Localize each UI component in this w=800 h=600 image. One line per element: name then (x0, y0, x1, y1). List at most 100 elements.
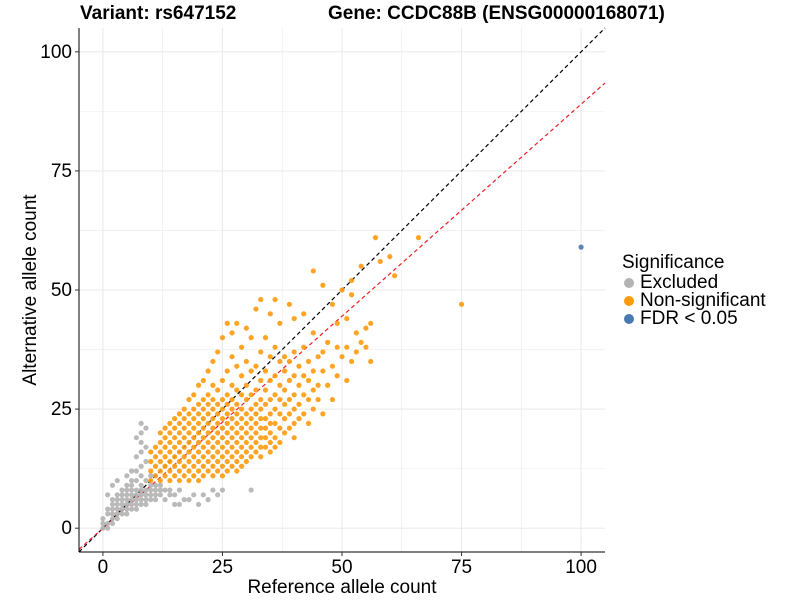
point-non-significant (262, 416, 269, 422)
point-non-significant (243, 396, 249, 403)
point-non-significant (339, 287, 345, 293)
y-axis-title: Alternative allele count (20, 194, 41, 386)
point-non-significant (277, 320, 283, 326)
point-excluded (143, 444, 149, 450)
point-non-significant (325, 382, 331, 388)
point-excluded (148, 497, 154, 503)
point-non-significant (258, 425, 264, 431)
point-non-significant (215, 439, 221, 446)
point-non-significant (310, 368, 316, 374)
point-non-significant (277, 382, 283, 388)
point-non-significant (148, 458, 154, 465)
point-non-significant (219, 406, 226, 412)
point-non-significant (282, 401, 288, 407)
point-non-significant (253, 439, 259, 446)
point-non-significant (191, 463, 197, 469)
legend-label-excluded: Excluded (640, 272, 719, 293)
point-non-significant (162, 463, 168, 469)
point-non-significant (200, 473, 206, 479)
point-excluded (114, 506, 120, 512)
fit-line (78, 82, 606, 550)
point-non-significant (415, 235, 422, 241)
point-non-significant (277, 358, 283, 365)
point-non-significant (224, 320, 230, 326)
point-non-significant (258, 349, 264, 355)
point-non-significant (195, 439, 202, 446)
point-excluded (138, 449, 144, 455)
point-non-significant (167, 430, 173, 436)
point-non-significant (186, 439, 192, 446)
point-non-significant (315, 396, 321, 403)
point-non-significant (329, 301, 336, 307)
point-excluded (176, 487, 183, 493)
point-excluded (143, 425, 149, 431)
point-non-significant (210, 473, 216, 479)
point-non-significant (195, 401, 202, 407)
point-non-significant (282, 368, 288, 374)
legend-dot-non-significant (624, 296, 634, 306)
point-non-significant (243, 358, 249, 365)
point-excluded (210, 487, 216, 493)
point-non-significant (162, 444, 168, 450)
legend-dot-fdr (624, 314, 634, 324)
point-non-significant (334, 320, 340, 326)
point-non-significant (181, 435, 187, 441)
point-non-significant (334, 373, 340, 379)
point-excluded (200, 492, 206, 498)
point-excluded (138, 420, 144, 426)
point-excluded (215, 492, 221, 498)
point-non-significant (243, 439, 249, 446)
point-non-significant (387, 254, 393, 260)
point-excluded (219, 487, 226, 493)
point-excluded (195, 501, 202, 507)
point-non-significant (238, 463, 245, 469)
point-excluded (133, 506, 139, 512)
legend-label-fdr: FDR < 0.05 (640, 308, 738, 329)
point-excluded (143, 497, 149, 503)
point-non-significant (195, 420, 202, 426)
point-non-significant (258, 454, 264, 460)
point-excluded (114, 501, 120, 507)
point-non-significant (296, 382, 302, 388)
point-non-significant (205, 368, 211, 374)
point-non-significant (272, 392, 278, 398)
point-non-significant (219, 463, 226, 469)
point-non-significant (167, 439, 173, 446)
point-non-significant (248, 406, 254, 412)
point-non-significant (219, 425, 226, 431)
point-non-significant (224, 368, 230, 374)
point-excluded (152, 492, 159, 498)
point-excluded (133, 487, 139, 493)
point-non-significant (191, 435, 197, 441)
legend-label-non-significant: Non-significant (640, 290, 766, 311)
point-non-significant (219, 473, 226, 479)
point-non-significant (210, 382, 216, 388)
point-non-significant (210, 435, 216, 441)
point-excluded (138, 492, 144, 498)
point-non-significant (286, 358, 292, 365)
x-tick-label: 100 (565, 557, 597, 578)
point-non-significant (243, 458, 249, 465)
point-non-significant (243, 430, 249, 436)
point-non-significant (344, 344, 350, 350)
x-tick-label: 75 (451, 557, 472, 578)
point-non-significant (219, 435, 226, 441)
point-non-significant (348, 277, 355, 284)
point-non-significant (219, 335, 226, 341)
point-excluded (162, 487, 168, 493)
x-tick-label: 25 (212, 557, 233, 578)
point-non-significant (210, 463, 216, 469)
point-non-significant (167, 458, 173, 465)
point-non-significant (176, 439, 183, 446)
point-excluded (143, 458, 149, 465)
legend-item-excluded: Excluded (622, 272, 766, 293)
point-excluded (114, 516, 120, 522)
point-non-significant (186, 458, 192, 465)
point-non-significant (253, 387, 259, 393)
point-excluded (186, 497, 192, 503)
point-excluded (129, 482, 135, 488)
point-non-significant (186, 468, 192, 474)
point-non-significant (176, 477, 183, 484)
point-non-significant (205, 420, 211, 426)
point-non-significant (282, 354, 288, 360)
